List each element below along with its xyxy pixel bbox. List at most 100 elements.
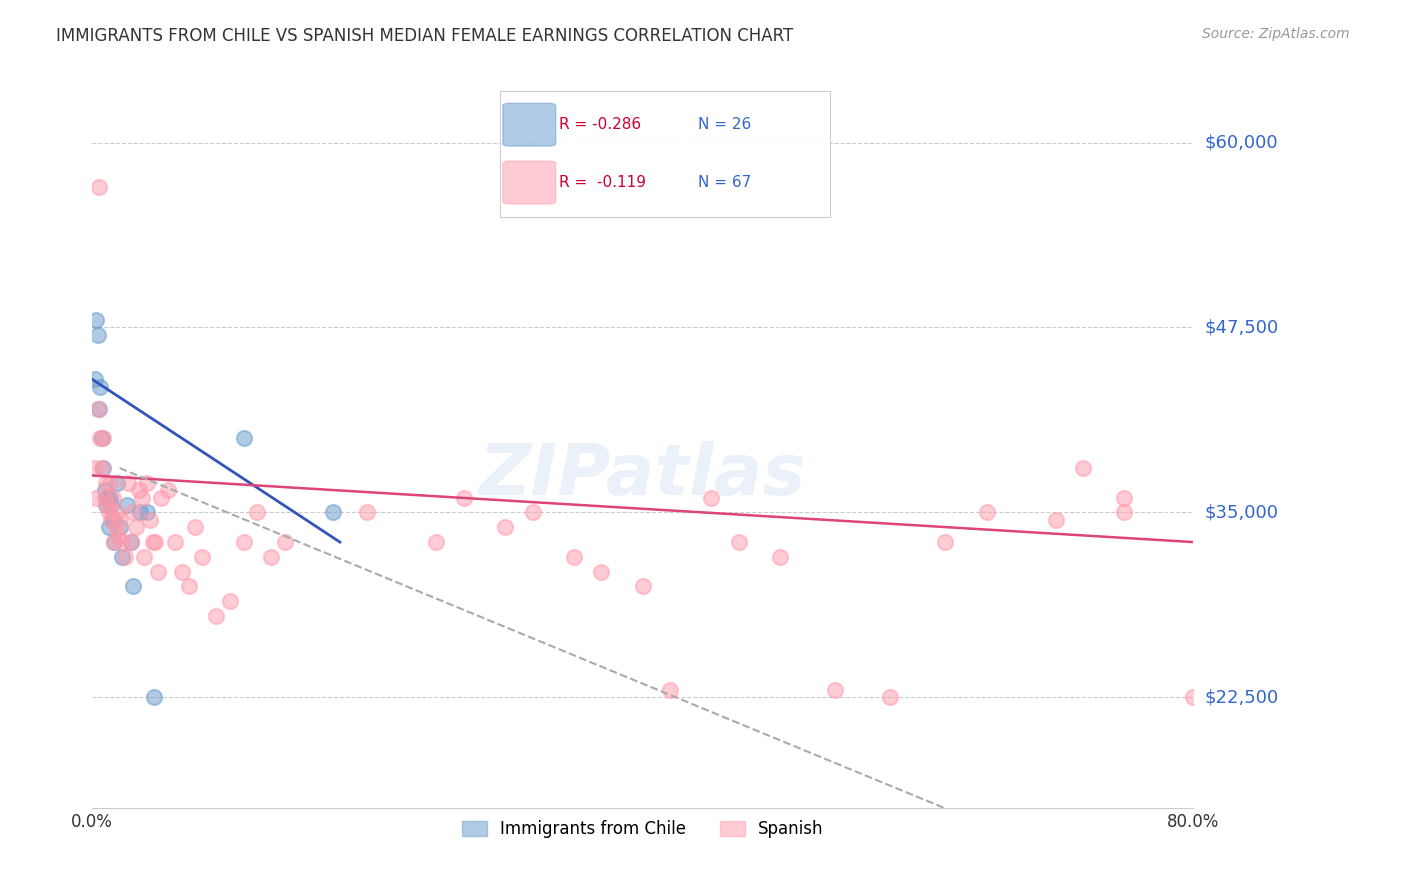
Spanish [84,491,107,505]
Spanish [120,535,142,549]
Spanish [87,180,110,194]
Immigrants from Chile [84,313,107,327]
Spanish [114,549,136,564]
Spanish [1071,461,1094,475]
Spanish [232,535,254,549]
Immigrants from Chile [93,483,115,498]
Spanish [976,506,998,520]
Spanish [246,506,269,520]
Text: $35,000: $35,000 [1205,503,1278,522]
Spanish [142,535,165,549]
Text: $22,500: $22,500 [1205,689,1278,706]
Spanish [145,535,167,549]
Immigrants from Chile [97,520,120,534]
Spanish [218,594,240,608]
Immigrants from Chile [105,475,128,490]
Spanish [453,491,475,505]
Spanish [90,461,112,475]
Spanish [86,401,108,416]
Immigrants from Chile [122,579,145,593]
Immigrants from Chile [322,506,344,520]
Immigrants from Chile [108,520,131,534]
Spanish [103,535,125,549]
Spanish [425,535,447,549]
Spanish [156,483,179,498]
Spanish [93,491,115,505]
Immigrants from Chile [129,506,152,520]
Spanish [260,549,283,564]
Spanish [128,483,150,498]
Spanish [356,506,378,520]
Spanish [631,579,654,593]
Spanish [879,690,901,705]
Spanish [1114,491,1136,505]
Immigrants from Chile [91,461,114,475]
Spanish [659,683,682,698]
Spanish [163,535,186,549]
Immigrants from Chile [94,498,117,512]
Spanish [728,535,751,549]
Spanish [125,520,148,534]
Spanish [122,506,145,520]
Immigrants from Chile [89,380,111,394]
Spanish [91,432,114,446]
Spanish [134,549,156,564]
Spanish [205,609,228,624]
Immigrants from Chile [98,491,121,505]
Spanish [769,549,792,564]
Spanish [84,461,107,475]
Spanish [1114,506,1136,520]
Spanish [94,475,117,490]
Immigrants from Chile [101,513,124,527]
Spanish [934,535,956,549]
Immigrants from Chile [90,432,112,446]
Immigrants from Chile [103,535,125,549]
Spanish [89,432,111,446]
Spanish [117,475,139,490]
Immigrants from Chile [111,549,134,564]
Spanish [96,498,118,512]
Immigrants from Chile [84,372,107,386]
Immigrants from Chile [96,491,118,505]
Text: ZIPatlas: ZIPatlas [479,441,807,510]
Spanish [700,491,723,505]
Spanish [522,506,544,520]
Spanish [1045,513,1067,527]
Spanish [139,513,162,527]
Text: IMMIGRANTS FROM CHILE VS SPANISH MEDIAN FEMALE EARNINGS CORRELATION CHART: IMMIGRANTS FROM CHILE VS SPANISH MEDIAN … [56,27,793,45]
Immigrants from Chile [136,506,159,520]
Immigrants from Chile [232,432,254,446]
Spanish [150,491,173,505]
Spanish [562,549,585,564]
Spanish [274,535,297,549]
Spanish [108,513,131,527]
Spanish [98,475,121,490]
Spanish [131,491,153,505]
Spanish [101,491,124,505]
Spanish [184,520,207,534]
Spanish [494,520,516,534]
Immigrants from Chile [143,690,166,705]
Spanish [136,475,159,490]
Immigrants from Chile [120,535,142,549]
Spanish [104,520,127,534]
Spanish [105,506,128,520]
Immigrants from Chile [86,327,108,342]
Immigrants from Chile [87,401,110,416]
Spanish [97,506,120,520]
Spanish [824,683,846,698]
Spanish [1182,690,1205,705]
Legend: Immigrants from Chile, Spanish: Immigrants from Chile, Spanish [456,814,830,845]
Text: Source: ZipAtlas.com: Source: ZipAtlas.com [1202,27,1350,41]
Spanish [100,513,122,527]
Text: $60,000: $60,000 [1205,134,1278,152]
Spanish [170,565,193,579]
Spanish [148,565,170,579]
Spanish [177,579,200,593]
Spanish [111,535,134,549]
Spanish [591,565,613,579]
Spanish [107,527,129,541]
Spanish [191,549,214,564]
Text: $47,500: $47,500 [1205,318,1278,336]
Immigrants from Chile [100,498,122,512]
